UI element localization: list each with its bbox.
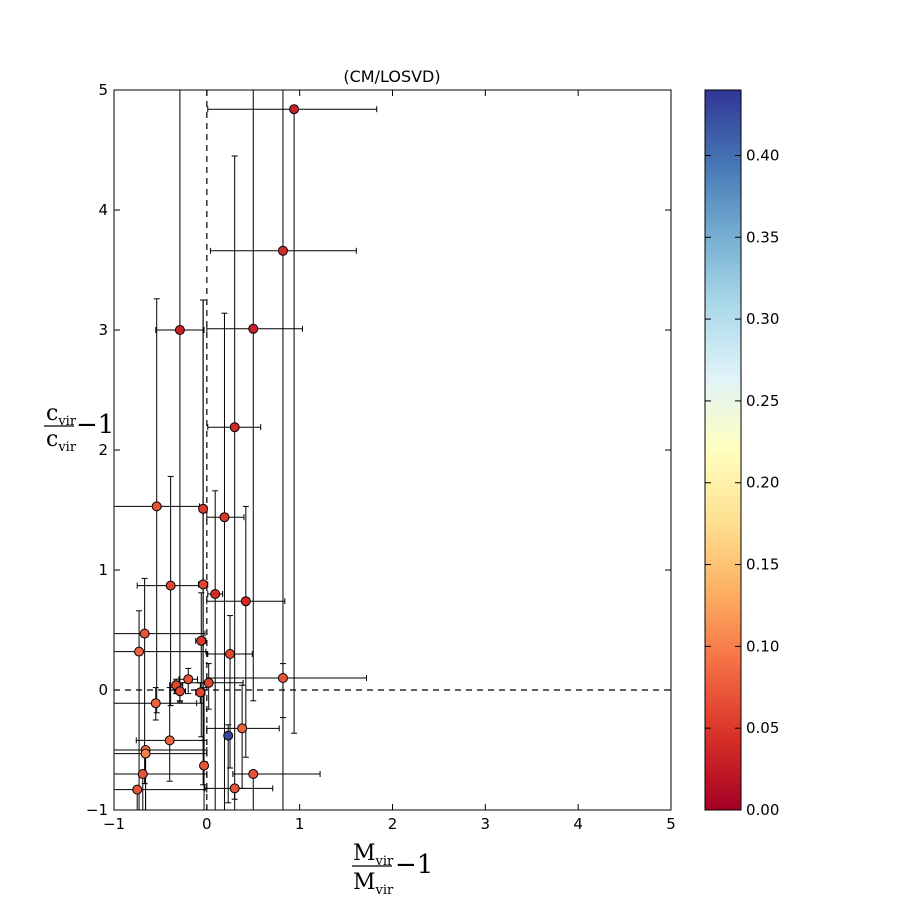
svg-text:Mvir: Mvir: [353, 841, 394, 869]
data-point: [210, 589, 221, 599]
data-point: [248, 769, 259, 779]
data-point: [240, 596, 251, 607]
x-tick-label: −1: [103, 815, 125, 833]
colorbar-tick-label: 0.00: [746, 801, 779, 819]
colorbar-gradient: [704, 89, 742, 811]
data-point: [225, 649, 236, 659]
data-point: [174, 325, 185, 335]
xlabel-numerator-sub: vir: [375, 854, 395, 869]
y-tick-label: 4: [98, 201, 108, 219]
ylabel-denominator: c: [46, 427, 58, 452]
colorbar-tick-label: 0.15: [746, 556, 779, 574]
svg-text:cvir: cvir: [46, 427, 77, 455]
xlabel-denominator: M: [353, 870, 376, 895]
y-axis-label: cvir cvir −1: [44, 401, 114, 455]
data-point: [223, 730, 234, 741]
colorbar-tick-label: 0.25: [746, 392, 779, 410]
reference-lines: [114, 90, 671, 810]
x-tick-label: 4: [573, 815, 583, 833]
data-point: [248, 323, 259, 334]
data-point: [289, 104, 300, 115]
y-tick-label: −1: [86, 801, 108, 819]
colorbar-tick-label: 0.20: [746, 474, 779, 492]
data-point: [140, 748, 151, 759]
colorbar-tick-label: 0.30: [746, 310, 779, 328]
y-tick-label: 0: [98, 681, 108, 699]
svg-text:cvir: cvir: [46, 401, 77, 429]
x-axis-label: Mvir Mvir −1: [352, 841, 433, 898]
x-axis-ticks: −1 0 1 2 3 4 5: [103, 90, 676, 833]
data-point: [174, 686, 185, 697]
data-point: [139, 628, 150, 639]
data-markers: [132, 104, 300, 795]
data-point: [198, 503, 209, 514]
x-tick-label: 5: [666, 815, 676, 833]
x-tick-label: 2: [388, 815, 398, 833]
data-point: [277, 673, 288, 683]
colorbar-tick-label: 0.05: [746, 719, 779, 737]
y-tick-label: 3: [98, 321, 108, 339]
data-point: [237, 723, 248, 734]
ylabel-denominator-sub: vir: [57, 440, 77, 455]
y-tick-label: 1: [98, 561, 108, 579]
data-point: [229, 422, 240, 433]
plot-background: [114, 90, 671, 810]
data-point: [203, 677, 214, 688]
data-point: [219, 512, 230, 523]
y-axis-ticks: −1 0 1 2 3 4 5: [86, 81, 671, 819]
data-point: [277, 245, 288, 256]
ylabel-numerator: c: [46, 401, 58, 426]
data-point: [151, 501, 162, 512]
xlabel-denominator-sub: vir: [375, 883, 395, 898]
data-point: [165, 580, 176, 591]
colorbar-ticks: 0.00 0.05 0.10 0.15 0.20 0.25 0.30 0.35 0.40: [705, 146, 779, 819]
data-point: [195, 687, 206, 698]
y-tick-label: 2: [98, 441, 108, 459]
data-point: [183, 674, 194, 685]
data-point: [132, 784, 143, 795]
x-tick-label: 3: [481, 815, 491, 833]
data-point: [150, 698, 161, 709]
x-tick-label: 1: [295, 815, 305, 833]
svg-text:Mvir: Mvir: [353, 870, 394, 898]
data-point: [196, 635, 207, 646]
colorbar: 0.00 0.05 0.10 0.15 0.20 0.25 0.30 0.35 0.40: [704, 89, 779, 819]
ylabel-numerator-sub: vir: [57, 414, 77, 429]
xlabel-numerator: M: [353, 841, 376, 866]
data-point: [134, 646, 145, 657]
ylabel-suffix: −1: [76, 410, 114, 440]
data-point: [199, 760, 210, 771]
y-tick-label: 5: [98, 81, 108, 99]
xlabel-suffix: −1: [395, 850, 433, 880]
colorbar-tick-label: 0.40: [746, 146, 779, 164]
data-point: [198, 579, 209, 590]
data-point: [137, 769, 148, 779]
x-tick-label: 0: [202, 815, 212, 833]
data-point: [229, 783, 240, 794]
plot-area: −1 0 1 2 3 4 5 −1 0 1 2 3 4 5: [86, 81, 676, 833]
colorbar-tick-label: 0.35: [746, 228, 779, 246]
data-point: [164, 735, 175, 746]
colorbar-tick-label: 0.10: [746, 637, 779, 655]
chart-title: (CM/LOSVD): [343, 67, 440, 86]
